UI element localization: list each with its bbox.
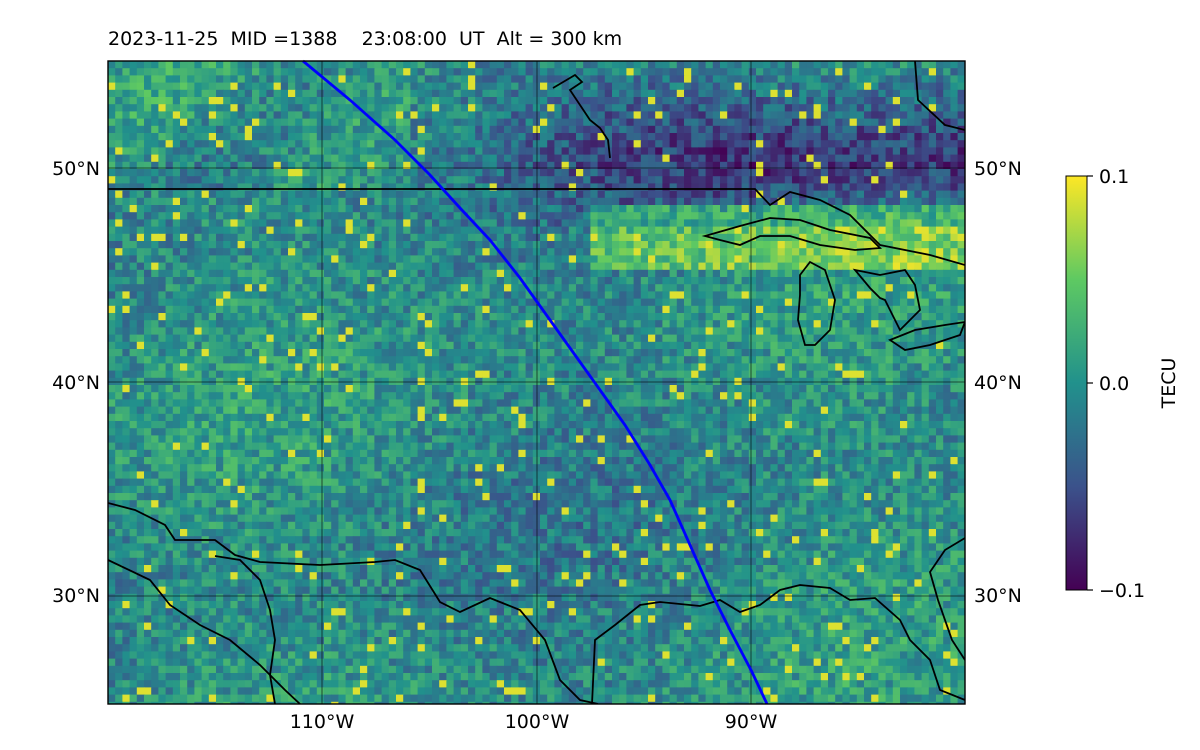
plot-frame	[107, 60, 966, 705]
florida-coast	[929, 537, 965, 661]
map-title: 2023-11-25 MID =1388 23:08:00 UT Alt = 3…	[108, 28, 623, 50]
lon-label-100w: 100°W	[505, 711, 570, 733]
lat-label-50n-left: 50°N	[52, 158, 100, 180]
lat-label-30n-right: 30°N	[974, 585, 1022, 607]
tec-heatmap	[108, 61, 965, 704]
us-canada-border	[108, 188, 965, 266]
lon-label-90w: 90°W	[725, 711, 778, 733]
mexico-west-coast	[108, 559, 301, 704]
lake-michigan	[797, 260, 836, 346]
lon-label-110w: 110°W	[290, 711, 355, 733]
satellite-track	[302, 59, 769, 705]
gridlines	[108, 61, 965, 704]
gulf-coast-east	[591, 584, 965, 704]
coastlines	[108, 61, 965, 704]
colorbar-tick-label-min: −0.1	[1099, 580, 1145, 602]
gulf-coast	[108, 502, 599, 704]
lat-label-40n-right: 40°N	[974, 372, 1022, 394]
lat-label-40n-left: 40°N	[52, 372, 100, 394]
colorbar: 0.1 0.0 −0.1 TECU	[1065, 166, 1180, 602]
colorbar-tick-label-zero: 0.0	[1099, 373, 1129, 395]
lat-label-30n-left: 30°N	[52, 585, 100, 607]
colorbar-label: TECU	[1158, 358, 1180, 410]
colorbar-gradient	[1065, 175, 1088, 591]
lake-erie	[888, 321, 965, 351]
hudson-bay-coast	[552, 73, 611, 159]
colorbar-tick-label-max: 0.1	[1099, 166, 1129, 188]
lake-huron	[852, 268, 921, 332]
james-bay-coast	[914, 61, 965, 131]
lake-superior	[701, 217, 883, 251]
baja-peninsula	[214, 555, 276, 704]
lat-label-50n-right: 50°N	[974, 158, 1022, 180]
